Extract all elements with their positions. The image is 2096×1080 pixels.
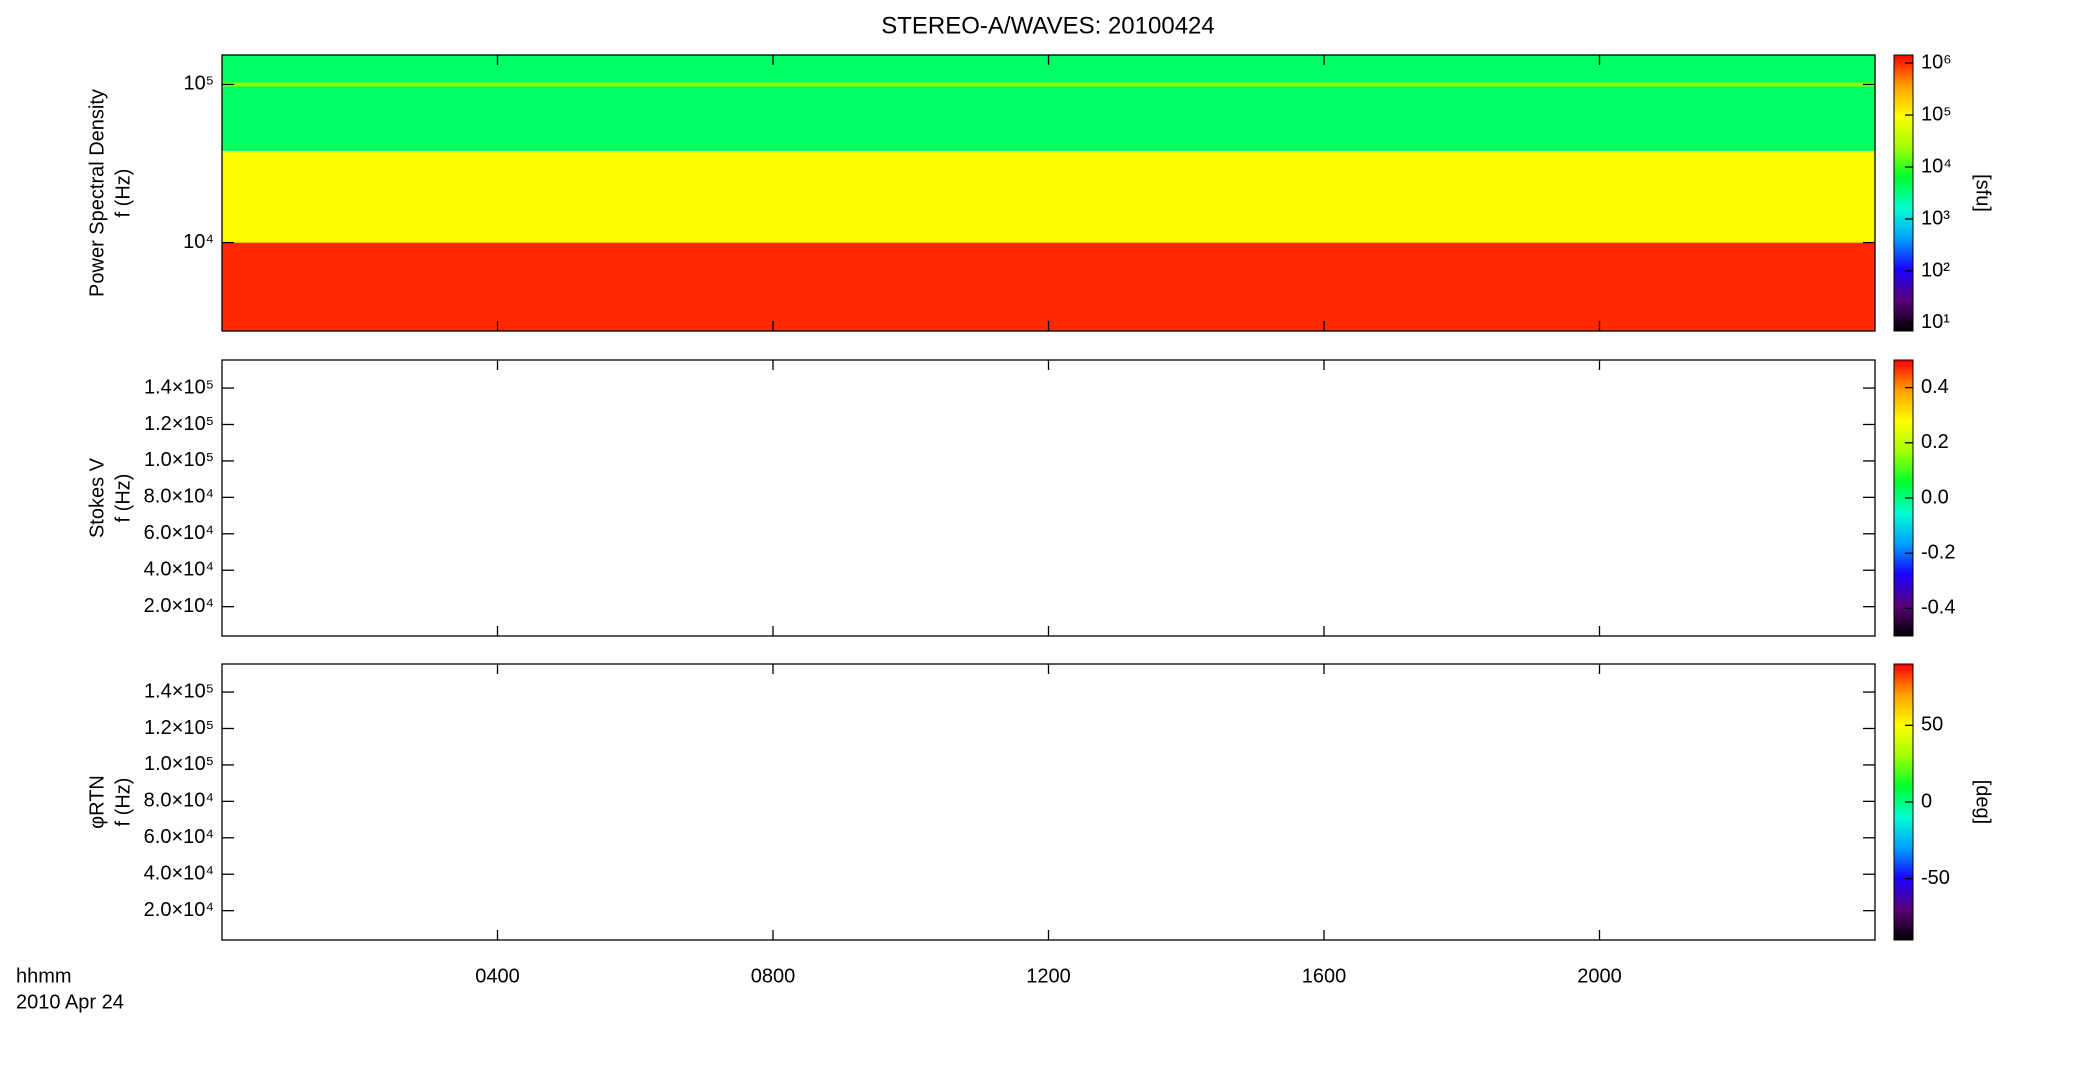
colorbar-label: [sfu]: [1972, 174, 1994, 212]
x-tick-label: 0800: [751, 965, 796, 987]
y-tick-label: 4.0×10⁴: [144, 559, 214, 581]
colorbar-tick-label: 0.4: [1921, 376, 1949, 398]
colorbar-tick-label: 50: [1921, 714, 1943, 736]
y-tick-label: 6.0×10⁴: [144, 522, 214, 544]
spectrogram-band: [222, 242, 1875, 331]
colorbar-tick-label: 0.2: [1921, 431, 1949, 453]
y-tick-label: 10⁵: [183, 73, 214, 95]
colorbar-tick-label: 10³: [1921, 207, 1950, 229]
y-tick-label: 2.0×10⁴: [144, 899, 214, 921]
x-tick-label: 1200: [1026, 965, 1071, 987]
colorbar-tick-label: -0.2: [1921, 541, 1955, 563]
plot-frame: [221, 359, 1876, 637]
x-tick-label: 1600: [1302, 965, 1347, 987]
colorbar-tick-label: 0.0: [1921, 486, 1949, 508]
y-tick-label: 2.0×10⁴: [144, 595, 214, 617]
y-tick-label: 4.0×10⁴: [144, 863, 214, 885]
y-axis-label: Stokes V: [86, 457, 108, 538]
y-tick-label: 8.0×10⁴: [144, 790, 214, 812]
x-tick-label: 0400: [475, 965, 520, 987]
x-axis-date: 2010 Apr 24: [16, 991, 124, 1013]
y-axis-label: φRTN: [86, 775, 108, 829]
colorbar-tick-label: 10⁴: [1921, 155, 1952, 177]
y-tick-label: 10⁴: [183, 231, 214, 253]
spectrogram-band: [222, 150, 1875, 243]
y-tick-label: 1.2×10⁵: [144, 413, 214, 435]
y-axis-label: Power Spectral Density: [86, 89, 108, 297]
colorbar-tick-label: -50: [1921, 867, 1950, 889]
y-tick-label: 1.0×10⁵: [144, 449, 214, 471]
spectrogram-band: [222, 82, 1875, 87]
colorbar-tick-label: 10¹: [1921, 311, 1950, 333]
y-tick-label: 1.2×10⁵: [144, 717, 214, 739]
y-tick-label: 1.0×10⁵: [144, 753, 214, 775]
y-tick-label: 1.4×10⁵: [144, 376, 214, 398]
colorbar-tick-label: 0: [1921, 790, 1932, 812]
x-axis-label: hhmm: [16, 965, 72, 987]
y-tick-label: 6.0×10⁴: [144, 826, 214, 848]
chart-title: STEREO-A/WAVES: 20100424: [881, 12, 1214, 39]
y-tick-label: 1.4×10⁵: [144, 680, 214, 702]
y-tick-label: 8.0×10⁴: [144, 486, 214, 508]
colorbar-label: [deg]: [1972, 780, 1994, 824]
y-axis-label: f (Hz): [112, 474, 134, 523]
y-axis-label: f (Hz): [112, 778, 134, 827]
colorbar-tick-label: 10²: [1921, 259, 1950, 281]
spectrogram-band: [222, 55, 1875, 151]
colorbar-tick-label: 10⁵: [1921, 103, 1952, 125]
colorbar: [1893, 54, 1914, 332]
y-axis-label: f (Hz): [112, 169, 134, 218]
x-tick-label: 2000: [1577, 965, 1622, 987]
colorbar-tick-label: -0.4: [1921, 597, 1955, 619]
plot-frame: [221, 663, 1876, 941]
colorbar-tick-label: 10⁶: [1921, 51, 1951, 73]
